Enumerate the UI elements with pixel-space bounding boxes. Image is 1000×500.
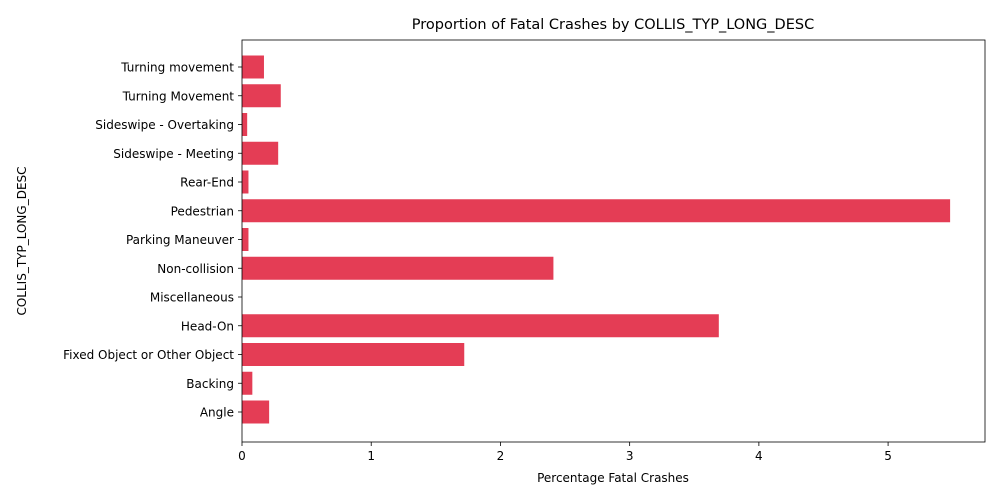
x-tick-label-5: 5 <box>884 449 892 463</box>
y-tick-label-10: Sideswipe - Overtaking <box>95 118 234 132</box>
y-tick-label-7: Pedestrian <box>171 204 234 218</box>
y-tick-label-12: Turning movement <box>120 61 234 75</box>
bar-5 <box>242 256 554 280</box>
y-tick-label-8: Rear-End <box>180 176 234 190</box>
y-tick-label-9: Sideswipe - Meeting <box>113 147 234 161</box>
bar-6 <box>242 228 249 251</box>
bar-11 <box>242 84 281 108</box>
chart-title: Proportion of Fatal Crashes by COLLIS_TY… <box>412 17 814 33</box>
y-tick-label-6: Parking Maneuver <box>126 233 234 247</box>
bars-group <box>242 55 951 424</box>
bar-9 <box>242 141 279 165</box>
bar-7 <box>242 199 951 223</box>
x-tick-label-1: 1 <box>367 449 375 463</box>
y-axis-label: COLLIS_TYP_LONG_DESC <box>15 166 29 315</box>
x-tick-label-4: 4 <box>755 449 763 463</box>
y-tick-label-4: Miscellaneous <box>150 291 234 305</box>
y-tick-label-5: Non-collision <box>157 262 234 276</box>
x-tick-label-3: 3 <box>626 449 634 463</box>
y-tick-label-11: Turning Movement <box>122 89 235 103</box>
y-tick-label-3: Head-On <box>181 319 234 333</box>
bar-2 <box>242 343 465 366</box>
bar-8 <box>242 170 249 194</box>
bar-0 <box>242 400 270 424</box>
bar-10 <box>242 113 248 136</box>
x-axis-label: Percentage Fatal Crashes <box>537 471 689 485</box>
y-tick-label-1: Backing <box>186 377 234 391</box>
y-tick-label-2: Fixed Object or Other Object <box>63 348 234 362</box>
bar-1 <box>242 371 253 395</box>
bar-12 <box>242 55 264 79</box>
x-tick-label-0: 0 <box>238 449 246 463</box>
y-axis-ticks: Angle Backing Fixed Object or Other Object… <box>63 61 242 420</box>
plot-frame <box>241 39 986 443</box>
y-tick-label-0: Angle <box>200 406 234 420</box>
bar-3 <box>242 314 719 338</box>
x-axis-ticks: 0 1 2 3 4 5 <box>238 442 892 463</box>
x-tick-label-2: 2 <box>497 449 505 463</box>
